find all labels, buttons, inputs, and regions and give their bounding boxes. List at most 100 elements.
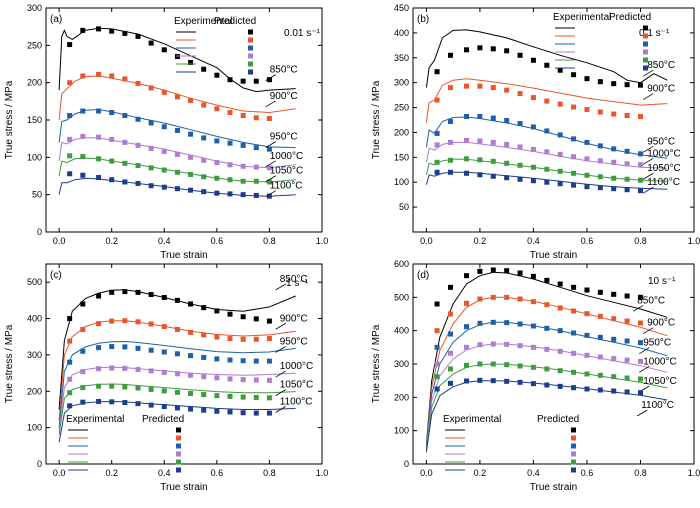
experimental-point: [148, 368, 154, 374]
experimental-point: [227, 376, 233, 382]
y-axis-label: True stress / MPa: [4, 80, 15, 159]
temperature-label-pointer: [275, 283, 286, 291]
experimental-point: [67, 113, 73, 119]
experimental-point: [490, 46, 496, 52]
experimental-point: [67, 136, 73, 142]
experimental-point: [253, 78, 259, 84]
experimental-point: [227, 177, 233, 183]
temperature-label: 1000°C: [643, 356, 676, 367]
temperature-label-pointer: [265, 141, 276, 148]
experimental-point: [148, 165, 154, 171]
temperature-label: 950°C: [270, 132, 298, 143]
experimental-point: [557, 281, 563, 287]
experimental-point: [597, 143, 603, 149]
experimental-point: [67, 316, 73, 322]
experimental-point: [434, 361, 440, 367]
experimental-point: [161, 47, 167, 53]
experimental-point: [557, 368, 563, 374]
y-tick-label: 400: [27, 314, 42, 324]
x-tick-label: 0.0: [53, 468, 66, 478]
experimental-point: [109, 28, 115, 34]
experimental-point: [188, 329, 194, 335]
experimental-point: [464, 83, 470, 89]
experimental-point: [201, 354, 207, 360]
experimental-point: [227, 110, 233, 116]
experimental-point: [253, 192, 259, 198]
experimental-point: [148, 40, 154, 46]
legend-experimental-heading: Experimental: [66, 414, 124, 425]
experimental-point: [434, 169, 440, 175]
predicted-line-3: [58, 366, 296, 432]
experimental-point: [490, 173, 496, 179]
experimental-point: [490, 85, 496, 91]
experimental-point: [253, 377, 259, 383]
experimental-point: [188, 372, 194, 378]
x-tick-label: 0.4: [527, 236, 540, 246]
x-tick-label: 0.6: [211, 236, 224, 246]
experimental-point: [174, 169, 180, 175]
experimental-point: [637, 177, 643, 183]
experimental-point: [122, 160, 128, 166]
predicted-line-0: [425, 29, 668, 88]
x-axis-label: True strain: [530, 250, 577, 261]
y-tick-label: 300: [394, 78, 409, 88]
experimental-point: [227, 77, 233, 83]
temperature-label: 850°C: [637, 295, 665, 306]
predicted-line-1: [58, 320, 296, 421]
legend-marker: [176, 435, 181, 441]
experimental-point: [597, 289, 603, 295]
legend-marker: [571, 443, 576, 449]
x-tick-label: 0.8: [263, 236, 276, 246]
experimental-point: [490, 158, 496, 164]
experimental-point: [135, 180, 141, 186]
y-tick-label: 100: [27, 152, 42, 162]
legend-marker: [248, 29, 253, 35]
experimental-point: [584, 386, 590, 392]
experimental-point: [464, 324, 470, 330]
experimental-point: [544, 382, 550, 388]
legend-predicted-heading: Predicted: [214, 16, 256, 27]
temperature-label-pointer: [643, 172, 654, 180]
legend-marker: [248, 37, 253, 43]
chart-panel-c: 0.0 0.2 0.4 0.6 0.8 1.0 0 100 200 300 400 500 True s…: [4, 263, 328, 493]
experimental-point: [504, 294, 510, 300]
legend-marker: [571, 467, 576, 473]
experimental-point: [584, 371, 590, 377]
experimental-point: [148, 386, 154, 392]
y-tick-label: 150: [27, 115, 42, 125]
experimental-point: [240, 377, 246, 383]
temperature-label-pointer: [643, 327, 654, 335]
experimental-point: [637, 320, 643, 326]
experimental-point: [477, 172, 483, 178]
experimental-point: [637, 82, 643, 88]
experimental-point: [174, 151, 180, 157]
y-axis-label: True stress / MPa: [4, 324, 15, 403]
experimental-point: [490, 294, 496, 300]
experimental-point: [67, 153, 73, 159]
y-tick-label: 300: [394, 359, 409, 369]
experimental-point: [266, 318, 272, 324]
experimental-point: [201, 332, 207, 338]
experimental-point: [517, 321, 523, 327]
temperature-label: 1000°C: [270, 151, 303, 162]
experimental-point: [214, 175, 220, 181]
experimental-point: [611, 111, 617, 117]
experimental-point: [201, 407, 207, 413]
experimental-point: [109, 177, 115, 183]
experimental-point: [530, 344, 536, 350]
temperature-label: 900°C: [647, 318, 675, 329]
experimental-point: [584, 107, 590, 113]
experimental-point: [227, 311, 233, 317]
experimental-point: [135, 80, 141, 86]
experimental-point: [584, 76, 590, 82]
experimental-point: [557, 328, 563, 334]
experimental-point: [557, 305, 563, 311]
legend-predicted-heading: Predicted: [537, 414, 579, 425]
predicted-line-1: [425, 296, 668, 446]
experimental-point: [227, 191, 233, 197]
temperature-label-pointer: [265, 190, 276, 198]
experimental-point: [201, 157, 207, 163]
experimental-point: [571, 154, 577, 160]
experimental-point: [266, 410, 272, 416]
